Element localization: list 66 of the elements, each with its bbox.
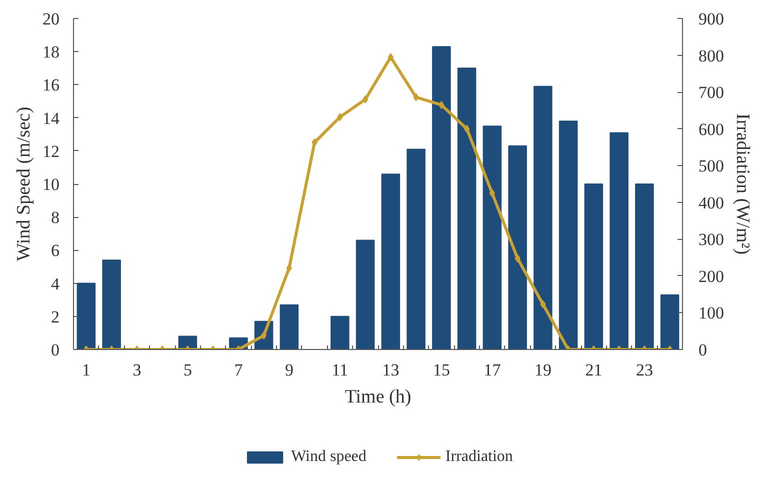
bar bbox=[432, 46, 451, 350]
bar bbox=[406, 148, 426, 350]
bar bbox=[330, 316, 350, 350]
bar bbox=[508, 145, 527, 350]
point bbox=[413, 93, 419, 102]
point bbox=[286, 264, 292, 272]
y-tick-label: 4 bbox=[51, 274, 60, 294]
x-tick-label: 7 bbox=[234, 360, 244, 380]
x-tick-label: 3 bbox=[132, 360, 142, 380]
x-tick-label: 11 bbox=[332, 360, 348, 380]
x-axis-title: Time (h) bbox=[344, 386, 412, 408]
point bbox=[489, 189, 496, 198]
y2-tick-label: 400 bbox=[698, 193, 724, 212]
x-tick-label: 1 bbox=[82, 360, 90, 380]
legend-label: Wind speed bbox=[291, 448, 366, 466]
y-tick-label: 8 bbox=[51, 208, 60, 228]
point bbox=[514, 254, 520, 262]
y-tick-label: 14 bbox=[42, 108, 60, 128]
y-tick-label: 12 bbox=[42, 142, 60, 161]
x-tick-label: 19 bbox=[534, 360, 552, 380]
point bbox=[388, 53, 394, 62]
bar bbox=[76, 282, 96, 350]
bar bbox=[381, 174, 400, 350]
y2-tick-label: 200 bbox=[698, 266, 724, 286]
x-tick-label: 9 bbox=[284, 360, 294, 380]
y-tick-label: 20 bbox=[42, 10, 60, 28]
x-tick-label: 17 bbox=[484, 360, 502, 380]
y2-tick-label: 0 bbox=[698, 340, 707, 360]
y2-tick-label: 900 bbox=[698, 10, 724, 28]
point bbox=[362, 95, 368, 104]
x-tick-label: 5 bbox=[183, 360, 192, 380]
y-tick-label: 16 bbox=[42, 76, 60, 95]
y2-tick-label: 300 bbox=[698, 230, 724, 250]
y2-tick-label: 700 bbox=[698, 83, 724, 102]
point bbox=[540, 300, 546, 308]
y-tick-label: 2 bbox=[51, 307, 60, 326]
y-tick-label: 0 bbox=[51, 340, 60, 360]
bar bbox=[482, 126, 502, 350]
point bbox=[464, 124, 470, 133]
y2-tick-label: 600 bbox=[698, 120, 724, 139]
bar bbox=[457, 68, 476, 350]
point bbox=[337, 113, 343, 122]
bar bbox=[102, 260, 121, 350]
x-tick-label: 23 bbox=[636, 360, 653, 380]
x-tick-label: 13 bbox=[382, 360, 400, 380]
y2-tick-label: 800 bbox=[698, 46, 724, 66]
bar bbox=[610, 132, 628, 350]
y2-axis-title: Irradiation (W/m²) bbox=[732, 113, 753, 255]
y-axis-title: Wind Speed (m/sec) bbox=[14, 106, 34, 262]
bar bbox=[660, 294, 680, 350]
bar bbox=[534, 86, 552, 350]
point bbox=[312, 138, 318, 146]
y-tick-label: 6 bbox=[51, 241, 60, 260]
bar bbox=[356, 240, 375, 350]
y2-tick-label: 500 bbox=[698, 156, 724, 176]
bar bbox=[635, 184, 654, 350]
x-tick-label: 15 bbox=[432, 360, 450, 380]
x-tick-label: 21 bbox=[585, 360, 602, 380]
legend-label: Irradiation bbox=[445, 448, 513, 466]
bar bbox=[558, 120, 578, 350]
y-tick-label: 18 bbox=[42, 42, 60, 62]
bar bbox=[280, 304, 299, 350]
bar bbox=[584, 184, 604, 350]
point bbox=[438, 100, 444, 109]
y-tick-label: 10 bbox=[42, 175, 60, 194]
y2-tick-label: 100 bbox=[698, 304, 724, 323]
